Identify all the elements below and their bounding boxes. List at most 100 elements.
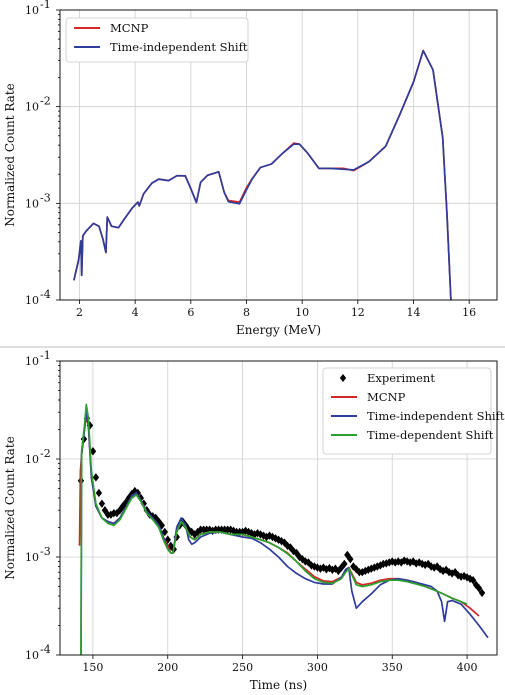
experiment-marker <box>92 473 100 482</box>
energy-y-tick-exponent: -3 <box>40 191 51 204</box>
experiment-marker <box>308 561 315 570</box>
experiment-marker <box>98 499 106 508</box>
energy-y-tick-exponent: -2 <box>40 95 51 108</box>
experiment-marker <box>368 564 375 573</box>
energy-y-tick-label: 10 <box>25 294 39 307</box>
time-x-tick-label: 200 <box>157 661 178 674</box>
experiment-marker <box>317 564 324 573</box>
experiment-marker <box>415 558 423 567</box>
experiment-marker <box>305 558 312 567</box>
time-dependent-shift-line <box>80 403 468 655</box>
legend-experiment-marker <box>339 374 347 382</box>
time-chart-series <box>77 403 489 655</box>
experiment-marker <box>158 521 165 530</box>
experiment-marker <box>380 559 387 569</box>
experiment-marker <box>284 541 291 551</box>
experiment-marker <box>359 567 366 577</box>
experiment-marker <box>475 584 483 593</box>
experiment-marker <box>401 556 408 565</box>
experiment-marker <box>448 569 456 578</box>
experiment-marker <box>335 566 342 576</box>
legend-label: Time-independent Shift <box>367 409 505 423</box>
time-chart-legend: Experiment MCNP Time-independent Shift Time… <box>322 367 505 455</box>
time-x-tick-label: 250 <box>232 661 253 674</box>
energy-y-tick-label: 10 <box>25 101 39 114</box>
time-y-tick-exponent: -3 <box>40 545 51 558</box>
energy-x-tick-label: 12 <box>351 306 365 319</box>
experiment-marker <box>101 506 109 515</box>
energy-y-tick-exponent: -4 <box>40 288 51 301</box>
time-y-tick-label: 10 <box>25 649 39 662</box>
experiment-marker <box>248 528 255 538</box>
experiment-marker <box>272 534 279 543</box>
experiment-marker <box>341 559 348 569</box>
experiment-marker <box>161 527 168 537</box>
energy-x-tick-label: 2 <box>76 306 83 319</box>
experiment-marker <box>347 554 354 564</box>
energy-y-tick-label: 10 <box>25 197 39 210</box>
energy-x-tick-label: 16 <box>462 306 476 319</box>
experiment-marker <box>314 563 321 572</box>
experiment-marker <box>466 574 474 583</box>
time-y-tick-exponent: -1 <box>40 349 51 362</box>
experiment-marker <box>478 588 486 598</box>
legend-label: MCNP <box>110 21 149 35</box>
experiment-marker <box>278 536 285 546</box>
experiment-marker <box>377 561 384 570</box>
experiment-marker <box>469 575 477 585</box>
energy-x-tick-label: 8 <box>243 306 250 319</box>
experiment-marker <box>424 559 432 569</box>
energy-x-tick-label: 14 <box>406 306 420 319</box>
time-y-tick-label: 10 <box>25 453 39 466</box>
time-x-tick-label: 400 <box>457 661 478 674</box>
experiment-marker <box>167 541 174 551</box>
experiment-marker <box>260 531 267 540</box>
energy-y-tick-label: 10 <box>25 4 39 17</box>
mcnp-line <box>73 49 452 300</box>
experiment-marker <box>95 488 103 498</box>
experiment-marker <box>266 531 273 540</box>
experiment-marker <box>254 528 261 538</box>
energy-chart-frame <box>59 9 498 301</box>
experiment-marker <box>439 566 447 576</box>
experiment-marker <box>107 510 115 519</box>
experiment-marker <box>131 486 139 496</box>
time-chart-x-axis-label: Time (ns) <box>250 678 307 692</box>
experiment-marker <box>457 572 465 581</box>
legend-label: Time-independent Shift <box>110 40 248 54</box>
energy-chart-series <box>73 49 452 300</box>
experiment-marker <box>421 560 429 570</box>
time-chart-y-axis-label: Normalized Count Rate <box>3 436 17 579</box>
time-chart-frame <box>59 360 498 656</box>
time-y-tick-exponent: -2 <box>40 447 51 460</box>
energy-chart-x-axis-label: Energy (MeV) <box>236 323 321 337</box>
experiment-marker <box>362 566 369 576</box>
experiment-marker <box>454 571 462 580</box>
legend-label: Experiment <box>367 371 435 385</box>
time-y-tick-exponent: -4 <box>40 643 51 656</box>
energy-legend-box <box>65 17 249 63</box>
time-legend-box <box>322 367 492 455</box>
experiment-marker <box>269 532 276 542</box>
experiment-marker <box>152 513 159 523</box>
time-y-tick-label: 10 <box>25 355 39 368</box>
time-x-tick-label: 150 <box>82 661 103 674</box>
energy-x-tick-label: 4 <box>132 306 139 319</box>
experiment-marker <box>323 565 330 574</box>
energy-x-tick-label: 10 <box>295 306 309 319</box>
energy-chart-y-axis-label: Normalized Count Rate <box>3 83 17 226</box>
time-x-tick-label: 300 <box>307 661 328 674</box>
legend-label: Time-dependent Shift <box>367 428 494 442</box>
experiment-marker <box>89 447 97 456</box>
time-independent-shift-line <box>73 49 452 300</box>
legend-label: MCNP <box>367 390 406 404</box>
experiment-marker <box>320 563 327 572</box>
experiment-marker <box>418 559 426 569</box>
energy-y-tick-exponent: -1 <box>40 0 51 11</box>
time-x-tick-label: 350 <box>382 661 403 674</box>
